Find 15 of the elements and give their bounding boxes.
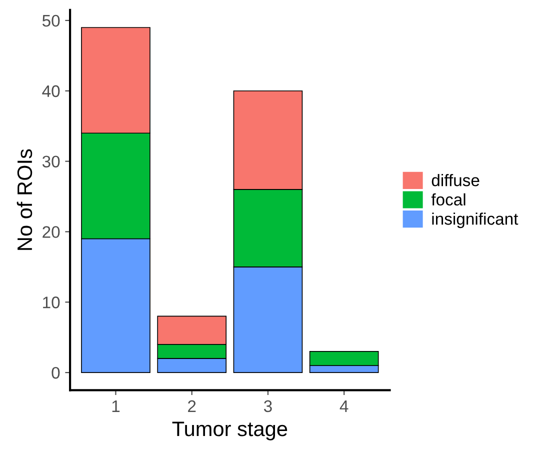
legend-label: diffuse	[432, 174, 480, 186]
legend-label: insignificant	[432, 212, 518, 228]
y-tick-label: 10	[43, 296, 60, 308]
legend-label: focal	[431, 193, 466, 206]
y-tick-label: 20	[42, 226, 60, 238]
y-tick-label: 50	[42, 14, 60, 27]
y-tick-label: 30	[42, 156, 60, 168]
x-tick-label: 2	[188, 400, 196, 412]
y-tick-label: 0	[52, 366, 60, 379]
x-tick-label: 3	[264, 400, 272, 412]
y-axis-title: No of ROIs	[16, 149, 32, 250]
y-tick-label: 40	[42, 85, 60, 98]
x-tick-label: 4	[340, 400, 348, 412]
x-tick-label: 1	[112, 400, 120, 412]
x-axis-title: Tumor stage	[172, 422, 288, 440]
